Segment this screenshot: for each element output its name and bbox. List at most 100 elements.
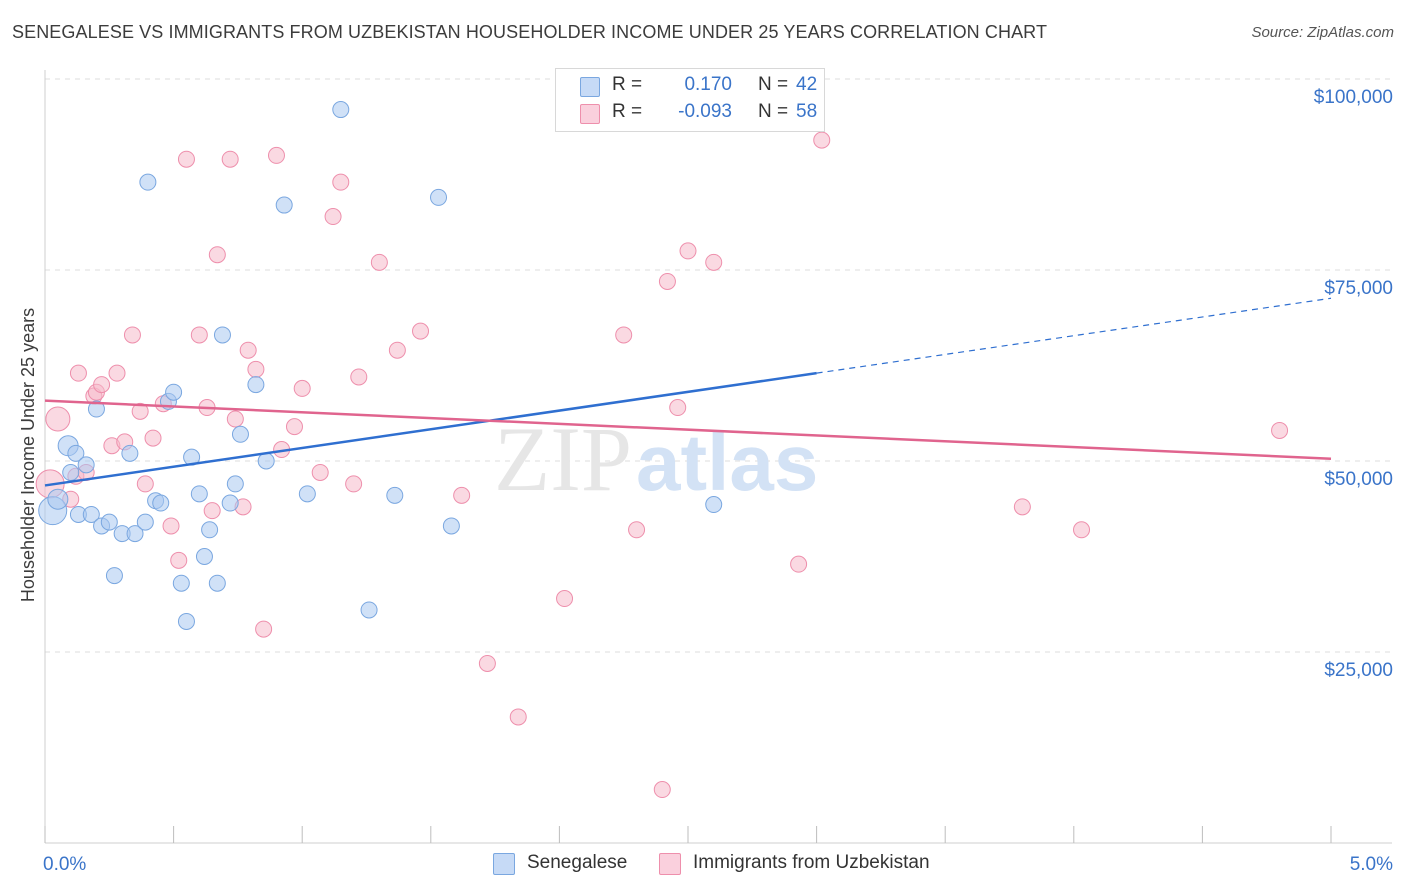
points-senegalese xyxy=(38,101,723,630)
data-point xyxy=(679,242,697,260)
data-point xyxy=(62,463,80,481)
data-point xyxy=(442,517,460,535)
data-point xyxy=(430,188,448,206)
x-tick-label-min: 0.0% xyxy=(43,854,86,875)
data-point xyxy=(139,173,157,191)
data-point xyxy=(152,494,170,512)
legend-n-value: 58 xyxy=(796,101,818,122)
data-point xyxy=(311,463,329,481)
data-point xyxy=(370,253,388,271)
legend-r-label: R = xyxy=(612,74,643,95)
correlation-legend: R = 0.170 N = 42 R = -0.093 N = 58 xyxy=(555,68,825,132)
y-tick-label: $50,000 xyxy=(1324,469,1393,490)
data-point xyxy=(345,475,363,493)
trend-line-senegalese-projection xyxy=(816,297,1332,374)
data-point xyxy=(221,494,239,512)
x-axis-ticks xyxy=(44,826,1332,843)
legend-swatch-uzbekistan xyxy=(659,853,681,875)
trend-lines xyxy=(44,297,1332,487)
data-point xyxy=(453,486,471,504)
data-point xyxy=(615,326,633,344)
data-point xyxy=(177,150,195,168)
data-point xyxy=(172,574,190,592)
data-point xyxy=(350,368,368,386)
data-point xyxy=(190,485,208,503)
data-point xyxy=(203,502,221,520)
data-point xyxy=(239,341,257,359)
chart-title: SENEGALESE VS IMMIGRANTS FROM UZBEKISTAN… xyxy=(12,22,1048,42)
data-point xyxy=(136,475,154,493)
data-point xyxy=(298,485,316,503)
source-credit: Source: ZipAtlas.com xyxy=(1251,24,1394,41)
legend-n-label: N = xyxy=(758,74,789,95)
data-point xyxy=(144,429,162,447)
legend-label-senegalese: Senegalese xyxy=(527,852,628,873)
legend-n-label: N = xyxy=(758,101,789,122)
data-point xyxy=(162,517,180,535)
axes xyxy=(44,70,1392,844)
data-point xyxy=(45,406,71,432)
grid-lines xyxy=(45,78,1392,653)
data-point xyxy=(257,452,275,470)
x-tick-label-max: 5.0% xyxy=(1350,854,1393,875)
data-point xyxy=(1013,498,1031,516)
data-point xyxy=(556,590,574,608)
data-point xyxy=(478,654,496,672)
data-point xyxy=(386,486,404,504)
data-point xyxy=(126,525,144,543)
data-point xyxy=(136,513,154,531)
data-point xyxy=(324,208,342,226)
data-point xyxy=(201,521,219,539)
data-point xyxy=(285,418,303,436)
trend-line-senegalese xyxy=(44,371,817,487)
data-point xyxy=(69,364,87,382)
data-point xyxy=(231,425,249,443)
y-axis-title: Householder Income Under 25 years xyxy=(18,308,38,602)
data-point xyxy=(669,399,687,417)
data-point xyxy=(190,326,208,344)
data-point xyxy=(177,612,195,630)
data-point xyxy=(208,246,226,264)
watermark-atlas: atlas xyxy=(636,418,818,507)
data-point xyxy=(275,196,293,214)
y-tick-label: $75,000 xyxy=(1324,278,1393,299)
data-point xyxy=(332,101,350,119)
legend-swatch-uzbekistan xyxy=(580,104,600,124)
data-point xyxy=(1271,421,1289,439)
data-point xyxy=(247,360,265,378)
legend-r-value: -0.093 xyxy=(678,101,732,122)
legend-n-value: 42 xyxy=(796,74,818,95)
y-tick-label: $25,000 xyxy=(1324,660,1393,681)
data-point xyxy=(121,444,139,462)
data-point xyxy=(226,475,244,493)
data-point xyxy=(87,400,105,418)
legend-swatch-senegalese xyxy=(580,77,600,97)
data-point xyxy=(267,146,285,164)
trend-line-uzbekistan xyxy=(44,399,1332,460)
data-point xyxy=(653,781,671,799)
data-point xyxy=(293,379,311,397)
legend-label-uzbekistan: Immigrants from Uzbekistan xyxy=(693,852,930,873)
data-point xyxy=(67,444,85,462)
data-point xyxy=(170,551,188,569)
data-point xyxy=(123,326,141,344)
data-point xyxy=(388,341,406,359)
data-point xyxy=(509,708,527,726)
data-point xyxy=(131,402,149,420)
data-point xyxy=(628,521,646,539)
data-point xyxy=(108,364,126,382)
y-tick-label: $100,000 xyxy=(1314,87,1393,108)
data-point xyxy=(93,376,111,394)
data-point xyxy=(100,513,118,531)
legend-r-value: 0.170 xyxy=(684,74,732,95)
legend-r-label: R = xyxy=(612,101,643,122)
data-point xyxy=(255,620,273,638)
data-point xyxy=(47,488,69,510)
data-point xyxy=(1073,521,1091,539)
data-point xyxy=(105,567,123,585)
data-point xyxy=(221,150,239,168)
data-point xyxy=(77,456,95,474)
data-point xyxy=(213,326,231,344)
data-point xyxy=(226,410,244,428)
